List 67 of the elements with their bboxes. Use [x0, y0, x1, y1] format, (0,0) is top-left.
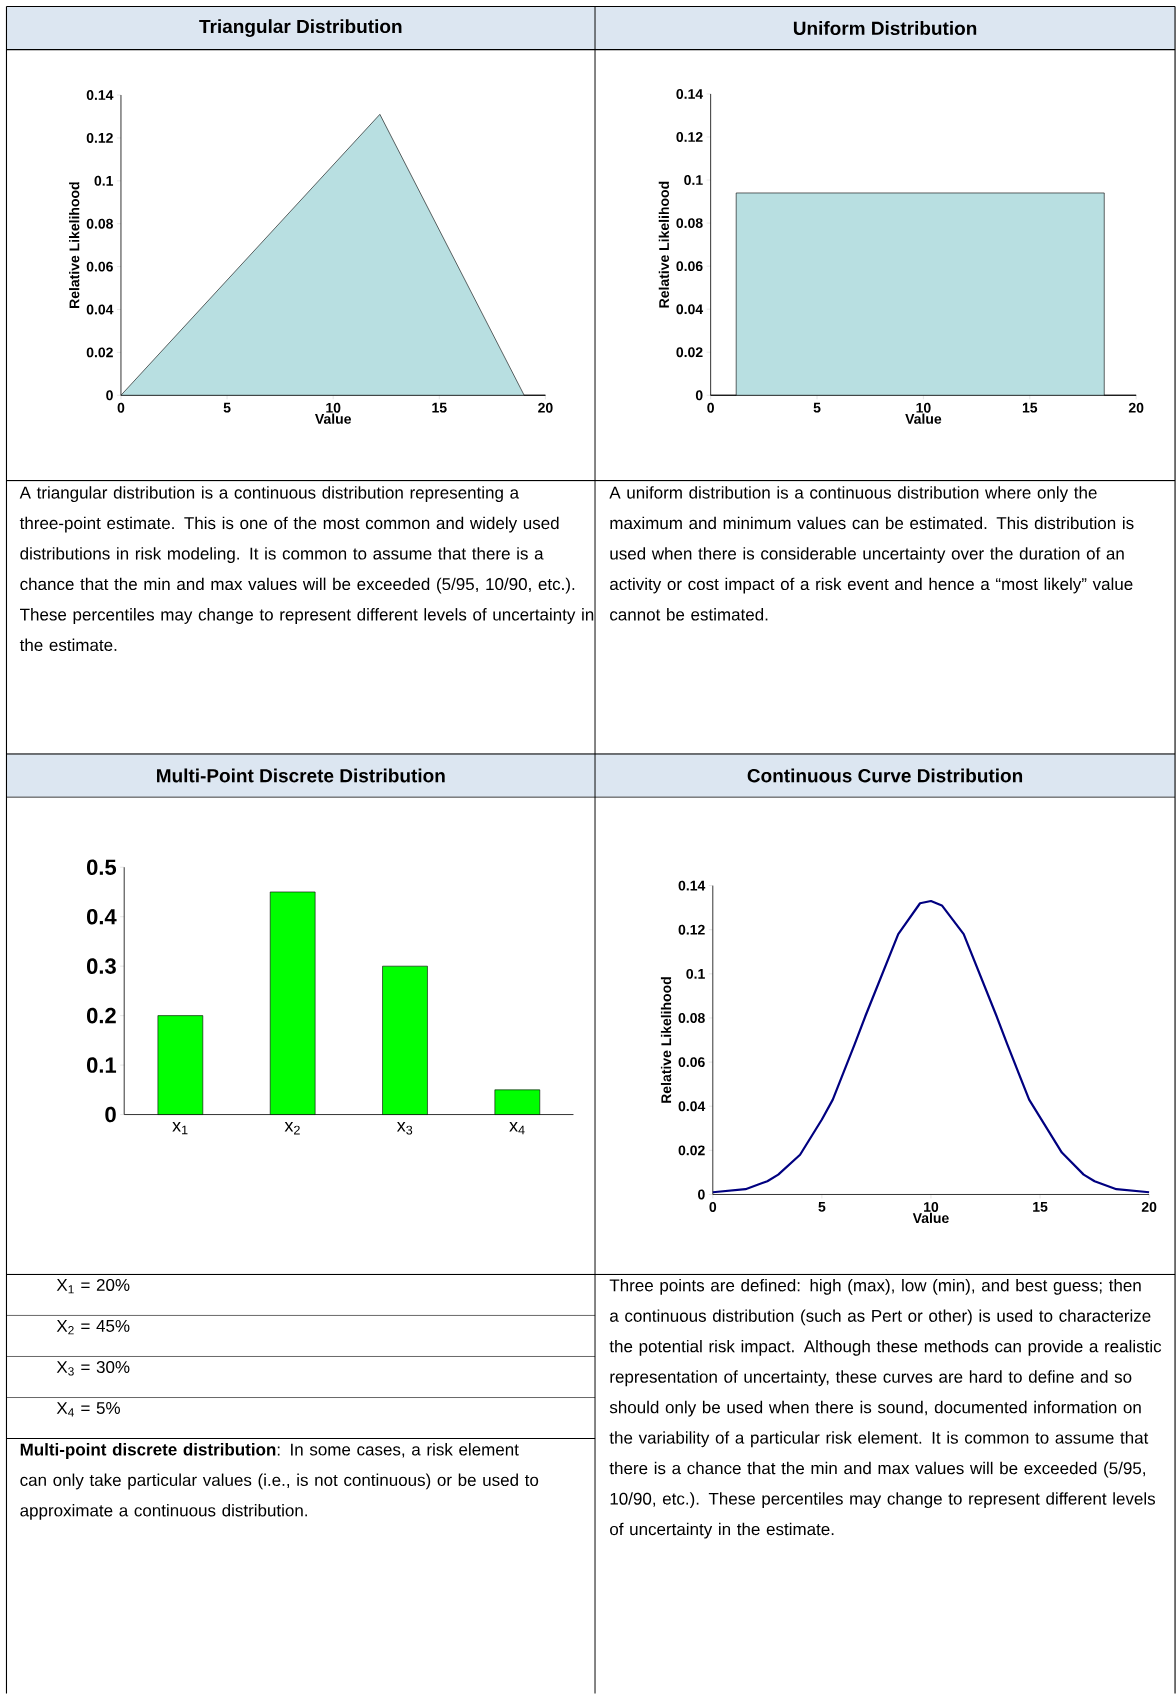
y-tick-label: 0.2 [86, 1007, 116, 1024]
x-tick-label: 5 [818, 1202, 826, 1212]
x-tick-label: 20 [1128, 402, 1144, 413]
y-tick-label: 0 [105, 1106, 116, 1123]
y-tick-label: 0.04 [86, 304, 114, 315]
y-tick-label: 0.08 [676, 218, 703, 229]
x-tick-label: x$_{1}$ [172, 1122, 188, 1135]
text: Multi-point discrete distribution: In some cases, a risk element can only take particular values (i.e., is not continuous) or be used to approximate a continuous distribution. [20, 1443, 539, 1520]
y-tick-label: 0.02 [678, 1145, 705, 1156]
y-tick-label: 0.06 [676, 261, 703, 272]
x-axis-title: Value [912, 1212, 949, 1224]
x-tick-label: 5 [813, 402, 821, 413]
x-tick-label: 10 [924, 1201, 939, 1212]
y-tick-label: 0.06 [678, 1057, 705, 1068]
x-tick-label: x$_{2}$ [284, 1122, 300, 1135]
y-tick-label: 0.08 [678, 1013, 705, 1023]
y-axis-title: Relative Likelihood [660, 977, 672, 1103]
text: X$_{1}$ = 20% [56, 1278, 130, 1294]
y-axis-title: Relative Likelihood [69, 182, 80, 308]
y-tick-label: 0.04 [678, 1101, 706, 1112]
x-tick-label: x$_{4}$ [509, 1122, 525, 1135]
x-tick-label: 20 [1141, 1201, 1157, 1212]
y-tick-label: 0.12 [678, 924, 705, 935]
chart-title: Uniform Distribution [793, 21, 977, 36]
text: X$_{2}$ = 45% [56, 1319, 130, 1335]
y-tick-label: 0.1 [94, 175, 113, 186]
y-tick-label: 0.06 [86, 261, 113, 272]
y-tick-label: 0.02 [86, 347, 113, 358]
text: A uniform distribution is a continuous distribution where only the maximum and minimum values can be estimated. This distribution is used when there is considerable uncertainty over the duration of an activity or cost impact of a risk event and hence a “most likely” value cannot be estimated. [609, 486, 1134, 621]
y-tick-label: 0.04 [676, 304, 703, 315]
y-tick-label: 0 [697, 1189, 705, 1200]
x-tick-label: 10 [326, 402, 341, 413]
y-tick-label: 0.1 [686, 968, 705, 979]
x-tick-label: 0 [707, 402, 714, 413]
x-tick-label: 15 [432, 402, 447, 413]
text: X$_{4}$ = 5% [56, 1402, 120, 1417]
x-tick-label: 0 [709, 1201, 717, 1212]
y-tick-label: 0 [106, 390, 113, 401]
y-tick-label: 0.14 [676, 88, 703, 99]
x-tick-label: 15 [1022, 402, 1038, 413]
chart-title: Continuous Curve Distribution [747, 768, 1023, 783]
x-tick-label: x$_{3}$ [396, 1122, 413, 1135]
y-axis-title: Relative Likelihood [658, 181, 669, 308]
text: Three points are defined: high (max), low (min), and best guess; then a continuous distribution (such as Pert or other) is used to characterize the potential risk impact. Although these methods can provide a realistic representation of uncertainty, these curves are hard to define and so should only be used when there is sound, documented information on the variability of a particular risk element. It is common to assume that there is a chance that the min and max values will be exceeded (5/95, 10/90, etc.). These percentiles may change to represent different levels of uncertainty in the estimate. [609, 1278, 1162, 1539]
y-tick-label: 0.08 [86, 218, 113, 229]
chart-title: Triangular Distribution [199, 19, 402, 37]
y-tick-label: 0.12 [676, 132, 703, 142]
x-tick-label: 20 [538, 402, 553, 413]
x-tick-label: 10 [916, 402, 931, 413]
y-tick-label: 0.1 [86, 1057, 117, 1073]
text: X$_{3}$ = 30% [56, 1361, 130, 1376]
y-tick-label: 0.4 [86, 908, 117, 925]
x-tick-label: 0 [117, 402, 125, 413]
y-tick-label: 0.14 [86, 90, 114, 100]
y-tick-label: 0.12 [86, 132, 113, 143]
y-tick-label: 0.3 [86, 958, 116, 974]
x-tick-label: 15 [1033, 1202, 1048, 1212]
chart-title: Multi-Point Discrete Distribution [156, 768, 445, 783]
x-axis-title: Value [905, 413, 942, 424]
text: A triangular distribution is a continuous distribution representing a three-point estimate. This is one of the most common and widely used distributions in risk modeling. It is common to assume that there is a chance that the min and max values will be exceeded (5/95, 10/90, etc.). These percentiles may change to represent different levels of uncertainty in the estimate. [19, 486, 594, 652]
x-tick-label: 5 [223, 402, 231, 413]
y-tick-label: 0.02 [676, 347, 703, 358]
x-axis-title: Value [314, 413, 351, 424]
y-tick-label: 0.14 [678, 880, 706, 891]
y-tick-label: 0.1 [684, 175, 703, 185]
y-tick-label: 0.5 [86, 859, 117, 876]
y-tick-label: 0 [695, 390, 703, 401]
